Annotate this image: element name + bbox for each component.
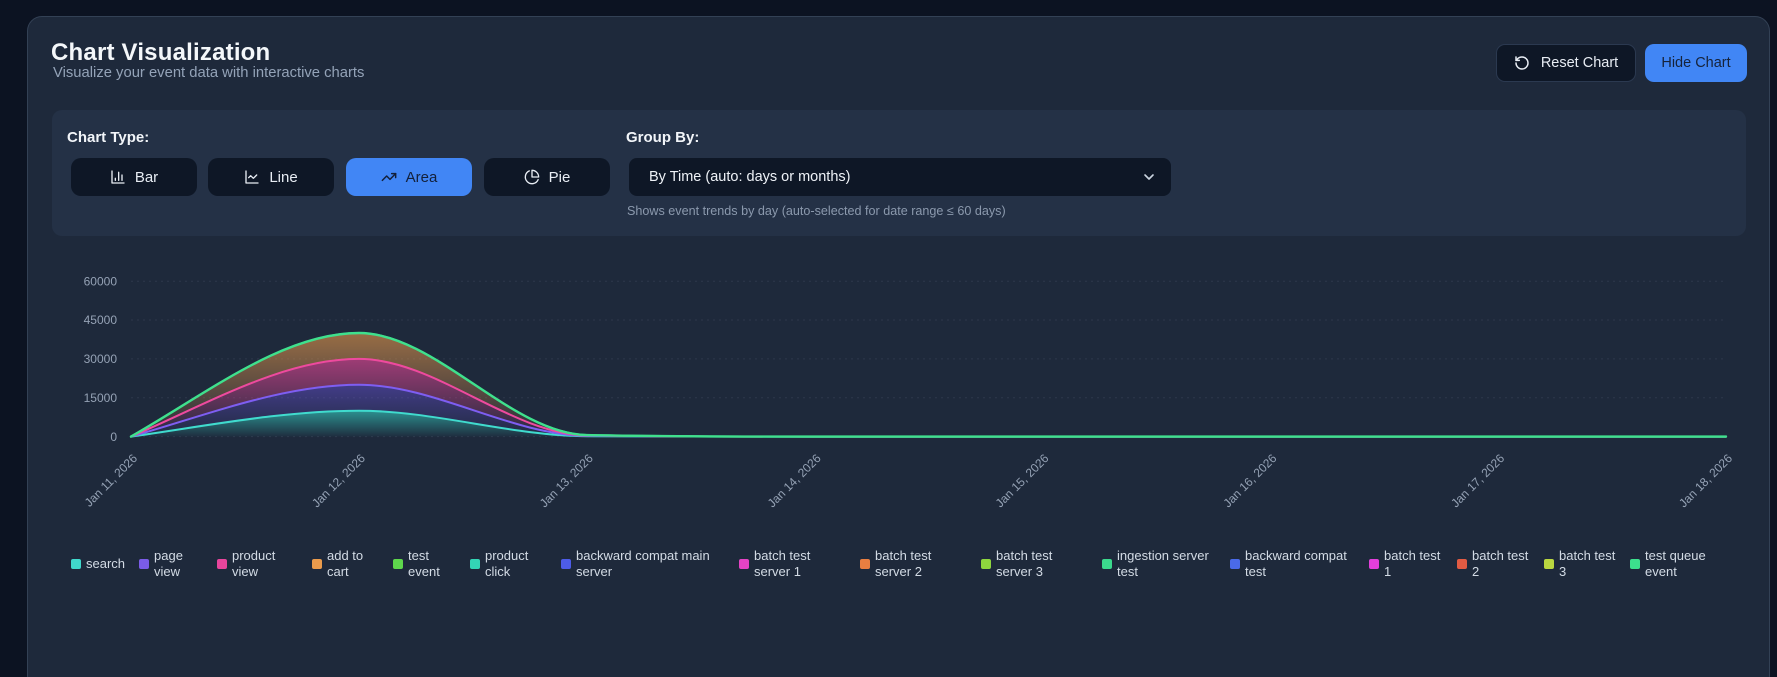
svg-text:Jan 17, 2026: Jan 17, 2026 [1448, 451, 1507, 510]
svg-text:Jan 14, 2026: Jan 14, 2026 [765, 451, 824, 510]
svg-text:Jan 15, 2026: Jan 15, 2026 [993, 451, 1052, 510]
svg-text:45000: 45000 [84, 313, 118, 327]
svg-text:Jan 18, 2026: Jan 18, 2026 [1676, 451, 1735, 510]
svg-text:15000: 15000 [84, 391, 118, 405]
svg-text:Jan 11, 2026: Jan 11, 2026 [82, 451, 141, 510]
svg-text:0: 0 [110, 430, 117, 444]
svg-text:60000: 60000 [84, 274, 118, 288]
svg-text:Jan 12, 2026: Jan 12, 2026 [309, 451, 368, 510]
svg-text:Jan 16, 2026: Jan 16, 2026 [1220, 451, 1279, 510]
svg-text:30000: 30000 [84, 352, 118, 366]
svg-text:Jan 13, 2026: Jan 13, 2026 [537, 451, 596, 510]
